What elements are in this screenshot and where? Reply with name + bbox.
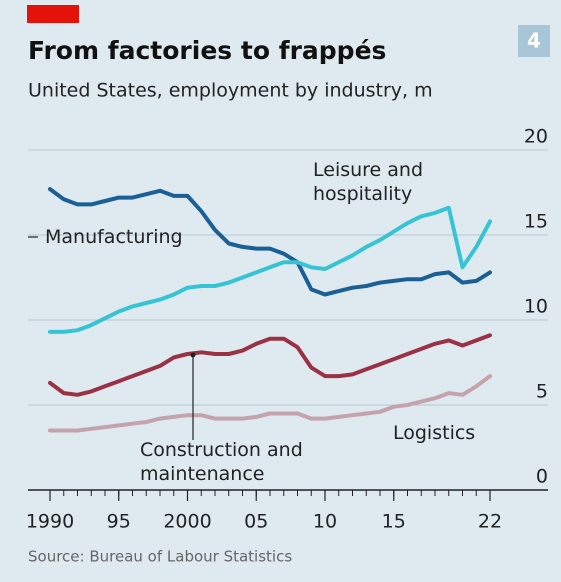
leader-dot: [190, 352, 196, 358]
x-tick-label: 2000: [163, 511, 211, 533]
chart-subtitle: United States, employment by industry, m: [28, 80, 433, 102]
red-flag: [27, 5, 79, 23]
series-label: Construction and maintenance: [140, 439, 303, 485]
y-tick-label: 5: [536, 381, 548, 403]
x-tick-label: 05: [244, 511, 268, 533]
series-label: Logistics: [393, 422, 476, 444]
series-label: Leisure and hospitality: [313, 159, 424, 205]
badge-box: [518, 25, 550, 57]
x-tick-label: 10: [313, 511, 337, 533]
chart-title: From factories to frappés: [28, 36, 386, 65]
x-tick-label: 15: [382, 511, 406, 533]
y-tick-label: 20: [524, 126, 548, 148]
y-tick-label: 0: [536, 466, 548, 488]
badge: 4: [527, 29, 541, 53]
source: Source: Bureau of Labour Statistics: [28, 548, 292, 566]
series-line: [48, 374, 492, 433]
series-line: [48, 205, 492, 334]
series-label: Manufacturing: [45, 226, 183, 248]
x-tick-label: 95: [107, 511, 131, 533]
y-tick-label: 15: [524, 211, 548, 233]
series-line: [48, 333, 492, 397]
y-tick-label: 10: [524, 296, 548, 318]
x-tick-label: 1990: [26, 511, 74, 533]
series-line: [48, 187, 492, 297]
x-tick-label: 22: [478, 511, 502, 533]
